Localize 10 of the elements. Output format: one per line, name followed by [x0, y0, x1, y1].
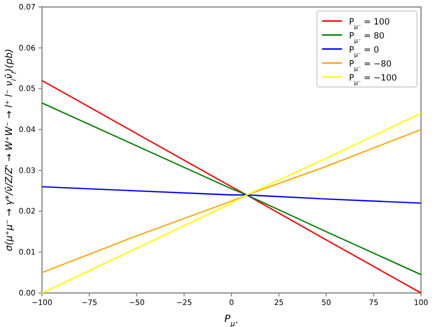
- line-series: [41, 186, 422, 204]
- legend-label: P$_{μ⁻}$ = −100: [349, 74, 397, 86]
- legend-label: P$_{μ⁻}$ = 0: [349, 46, 379, 58]
- line-series: [41, 112, 422, 294]
- legend-label: P$_{μ⁻}$ = 100: [349, 18, 390, 30]
- line-series: [41, 80, 422, 294]
- line-series: [41, 102, 422, 276]
- legend-label: P$_{μ⁻}$ = 80: [349, 32, 384, 44]
- legend-label: P$_{μ⁻}$ = −80: [349, 60, 392, 72]
- line-series: [41, 128, 422, 274]
